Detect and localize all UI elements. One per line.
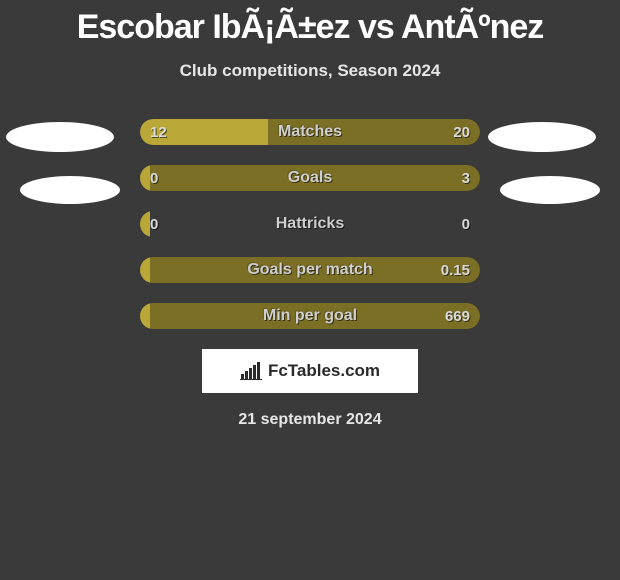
stat-row: 1220Matches xyxy=(140,119,480,145)
decorative-ellipse xyxy=(20,176,120,204)
stat-value-left: 0 xyxy=(150,165,158,191)
stat-value-right: 0.15 xyxy=(441,257,470,283)
stat-bar-right xyxy=(150,165,480,191)
stat-bar-left xyxy=(140,165,150,191)
decorative-ellipse xyxy=(500,176,600,204)
stat-row: 03Goals xyxy=(140,165,480,191)
stat-value-right: 3 xyxy=(462,165,470,191)
stat-bar-left xyxy=(140,303,150,329)
stat-bar-left xyxy=(140,257,150,283)
stat-value-right: 669 xyxy=(445,303,470,329)
source-logo: FcTables.com xyxy=(202,349,418,393)
stat-bar-right xyxy=(150,257,480,283)
stat-row: 669Min per goal xyxy=(140,303,480,329)
stat-bar-right xyxy=(268,119,481,145)
stat-row: 0.15Goals per match xyxy=(140,257,480,283)
stat-label: Hattricks xyxy=(140,211,480,237)
decorative-ellipse xyxy=(6,122,114,152)
stat-value-right: 20 xyxy=(453,119,470,145)
decorative-ellipse xyxy=(488,122,596,152)
stat-value-left: 0 xyxy=(150,211,158,237)
stat-bars: 1220Matches03Goals00Hattricks0.15Goals p… xyxy=(140,119,480,329)
comparison-infographic: Escobar IbÃ¡Ã±ez vs AntÃºnez Club compet… xyxy=(0,0,620,429)
subtitle: Club competitions, Season 2024 xyxy=(0,61,620,81)
stat-bar-right xyxy=(150,303,480,329)
stat-row: 0 0Hattricks xyxy=(140,211,480,237)
stat-value-left: 12 xyxy=(150,119,167,145)
stat-bar-left xyxy=(140,211,150,237)
stat-value-right: 0 xyxy=(462,211,470,237)
date-line: 21 september 2024 xyxy=(0,411,620,429)
bar-chart-icon xyxy=(240,362,262,380)
page-title: Escobar IbÃ¡Ã±ez vs AntÃºnez xyxy=(0,8,620,47)
source-logo-text: FcTables.com xyxy=(268,361,380,381)
